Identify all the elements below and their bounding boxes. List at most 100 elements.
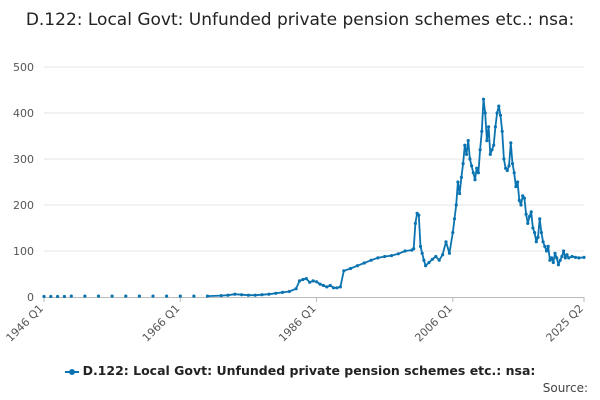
data-point[interactable] — [456, 180, 460, 184]
data-point[interactable] — [137, 294, 141, 298]
data-point[interactable] — [563, 256, 567, 260]
data-point[interactable] — [490, 148, 494, 152]
data-point[interactable] — [544, 249, 549, 253]
data-point[interactable] — [427, 260, 431, 265]
data-point[interactable] — [582, 255, 586, 259]
data-point[interactable] — [509, 141, 513, 145]
data-point[interactable] — [543, 244, 547, 248]
data-point[interactable] — [480, 129, 484, 133]
data-point[interactable] — [529, 210, 533, 214]
data-point[interactable] — [538, 217, 542, 221]
data-point[interactable] — [318, 282, 322, 286]
data-point[interactable] — [205, 294, 210, 298]
data-point[interactable] — [110, 294, 114, 298]
data-point[interactable] — [451, 231, 455, 235]
data-point[interactable] — [476, 171, 480, 175]
data-point[interactable] — [567, 256, 571, 260]
data-point[interactable] — [522, 196, 527, 200]
data-point[interactable] — [437, 258, 441, 262]
data-point[interactable] — [577, 256, 581, 260]
data-point[interactable] — [502, 157, 506, 161]
data-point[interactable] — [389, 254, 394, 258]
data-point[interactable] — [473, 178, 477, 182]
data-point[interactable] — [332, 286, 336, 290]
data-point[interactable] — [441, 253, 445, 257]
data-point[interactable] — [178, 294, 182, 298]
data-point[interactable] — [62, 294, 66, 299]
data-point[interactable] — [69, 294, 73, 298]
data-point[interactable] — [96, 294, 101, 298]
data-point[interactable] — [519, 203, 523, 207]
data-point[interactable] — [560, 254, 564, 259]
data-point[interactable] — [536, 235, 540, 239]
data-point[interactable] — [335, 286, 339, 290]
data-point[interactable] — [49, 294, 53, 299]
data-point[interactable] — [452, 217, 457, 221]
data-point[interactable] — [466, 139, 470, 143]
data-point[interactable] — [418, 244, 423, 248]
data-point[interactable] — [424, 264, 428, 268]
data-point[interactable] — [226, 293, 230, 297]
data-point[interactable] — [534, 240, 538, 244]
data-point[interactable] — [562, 249, 566, 253]
data-point[interactable] — [573, 255, 578, 259]
data-point[interactable] — [565, 253, 569, 257]
data-point[interactable] — [308, 280, 312, 284]
data-point[interactable] — [369, 258, 373, 262]
data-point[interactable] — [417, 213, 421, 217]
data-point[interactable] — [447, 251, 451, 255]
data-point[interactable] — [556, 263, 561, 267]
data-point[interactable] — [362, 261, 366, 265]
data-point[interactable] — [287, 289, 291, 294]
data-point[interactable] — [267, 292, 271, 296]
data-point[interactable] — [521, 194, 525, 198]
data-point[interactable] — [493, 125, 497, 129]
data-point[interactable] — [526, 221, 530, 225]
data-point[interactable] — [413, 221, 417, 225]
data-point[interactable] — [403, 249, 407, 253]
data-point[interactable] — [396, 252, 400, 256]
data-point[interactable] — [422, 258, 426, 262]
data-point[interactable] — [430, 257, 434, 261]
data-point[interactable] — [412, 247, 416, 251]
data-point[interactable] — [555, 256, 559, 260]
data-point[interactable] — [483, 111, 487, 115]
data-point[interactable] — [240, 293, 244, 297]
data-point[interactable] — [478, 148, 482, 152]
data-point[interactable] — [342, 269, 346, 273]
data-point[interactable] — [151, 294, 155, 298]
data-point[interactable] — [124, 294, 128, 298]
data-point[interactable] — [539, 231, 544, 235]
data-point[interactable] — [83, 294, 87, 298]
data-point[interactable] — [495, 111, 499, 115]
legend[interactable]: D.122: Local Govt: Unfunded private pens… — [0, 363, 600, 378]
data-point[interactable] — [420, 251, 424, 255]
data-point[interactable] — [553, 251, 557, 255]
data-point[interactable] — [376, 256, 380, 260]
data-point[interactable] — [355, 264, 359, 268]
data-point[interactable] — [444, 240, 448, 244]
data-point[interactable] — [487, 125, 491, 129]
data-point[interactable] — [516, 180, 520, 184]
data-point[interactable] — [301, 277, 305, 282]
data-point[interactable] — [524, 212, 528, 216]
data-point[interactable] — [500, 129, 504, 133]
data-point[interactable] — [470, 164, 474, 168]
data-point[interactable] — [512, 171, 516, 175]
data-point[interactable] — [328, 283, 332, 288]
data-point[interactable] — [498, 113, 503, 117]
data-point[interactable] — [507, 164, 511, 168]
data-point[interactable] — [246, 293, 250, 297]
data-point[interactable] — [461, 162, 465, 166]
data-point[interactable] — [304, 277, 308, 281]
data-point[interactable] — [233, 292, 237, 296]
data-point[interactable] — [459, 175, 463, 179]
data-point[interactable] — [504, 166, 508, 170]
data-point[interactable] — [527, 214, 532, 219]
data-point[interactable] — [558, 258, 562, 262]
data-point[interactable] — [541, 240, 545, 244]
data-point[interactable] — [546, 244, 550, 248]
data-point[interactable] — [492, 143, 496, 147]
data-point[interactable] — [471, 171, 475, 175]
data-point[interactable] — [488, 152, 492, 156]
